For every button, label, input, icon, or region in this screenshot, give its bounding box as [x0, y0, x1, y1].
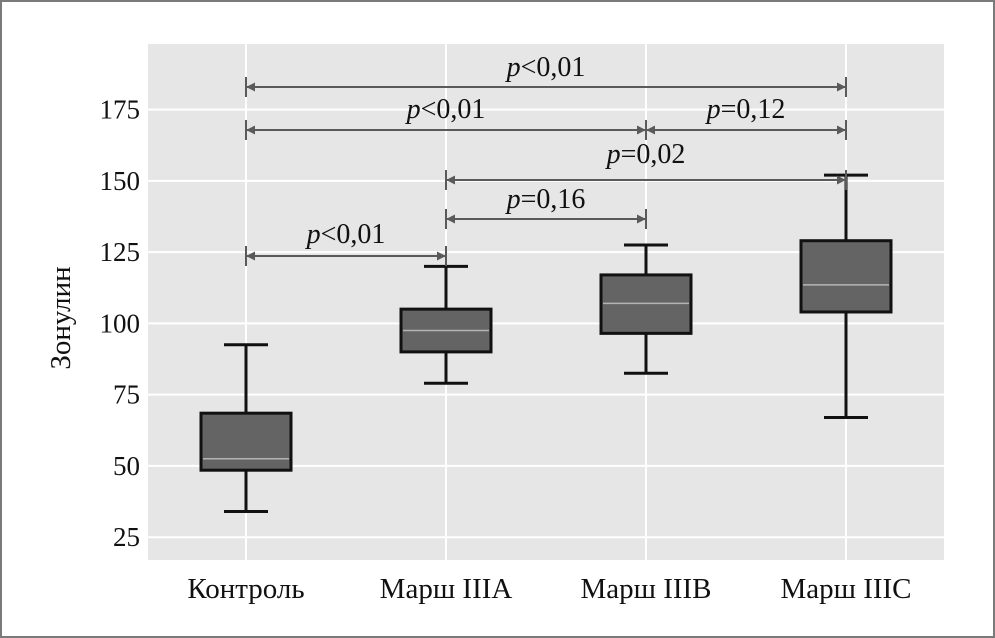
p-value: =0,16: [521, 184, 586, 215]
p-value-label: p=0,02: [605, 139, 686, 170]
boxes: [199, 173, 893, 514]
y-tick-label: 125: [100, 237, 141, 267]
p-value: <0,01: [321, 219, 386, 250]
box-3: [799, 173, 893, 419]
x-tick-label: Марш IIIC: [780, 573, 911, 605]
p-value: =0,12: [721, 94, 786, 125]
p-symbol: p: [505, 52, 521, 83]
iqr-box: [799, 239, 893, 314]
x-tick-label: Контроль: [187, 573, 304, 605]
p-symbol: p: [305, 219, 321, 250]
p-value-label: p<0,01: [405, 94, 486, 125]
p-symbol: p: [705, 94, 721, 125]
comparison-5: p<0,01: [245, 219, 447, 266]
p-symbol: p: [405, 94, 421, 125]
y-tick-label: 150: [100, 166, 141, 196]
comparison-4: p=0,16: [445, 184, 647, 229]
y-tick-label: 100: [100, 308, 141, 338]
y-tick-label: 75: [113, 380, 140, 410]
p-value: <0,01: [521, 52, 586, 83]
x-tick-label: Марш IIIA: [380, 573, 513, 605]
comparison-0: p<0,01: [245, 52, 847, 97]
y-tick-label: 175: [100, 95, 141, 125]
iqr-box: [199, 411, 293, 472]
p-value-label: p<0,01: [305, 219, 386, 250]
p-value-label: p=0,12: [705, 94, 786, 125]
significance-annotations: p<0,01p<0,01 p=0,12p=0,02p=0,16p<0,01: [245, 52, 847, 266]
comparison-3: p=0,02: [445, 139, 847, 190]
p-value-label: p<0,01: [505, 52, 586, 83]
comparison-2: p=0,12: [645, 94, 847, 140]
p-value: =0,02: [621, 139, 686, 170]
box-2: [599, 243, 693, 375]
box-1: [399, 264, 493, 385]
x-axis-ticks: Контроль Марш IIIA Марш IIIB Марш IIIC: [187, 573, 911, 605]
p-symbol: p: [605, 139, 621, 170]
y-axis-ticks: 25 50 75 100 125 150 175: [100, 95, 141, 553]
y-axis-label: Зонулин: [45, 266, 77, 369]
y-tick-label: 50: [113, 451, 140, 481]
box-0: [199, 343, 293, 514]
p-symbol: p: [505, 184, 521, 215]
x-tick-label: Марш IIIB: [580, 573, 711, 605]
comparison-1: p<0,01: [245, 94, 647, 140]
y-tick-label: 25: [113, 522, 140, 552]
p-value-label: p=0,16: [505, 184, 586, 215]
p-value: <0,01: [421, 94, 486, 125]
